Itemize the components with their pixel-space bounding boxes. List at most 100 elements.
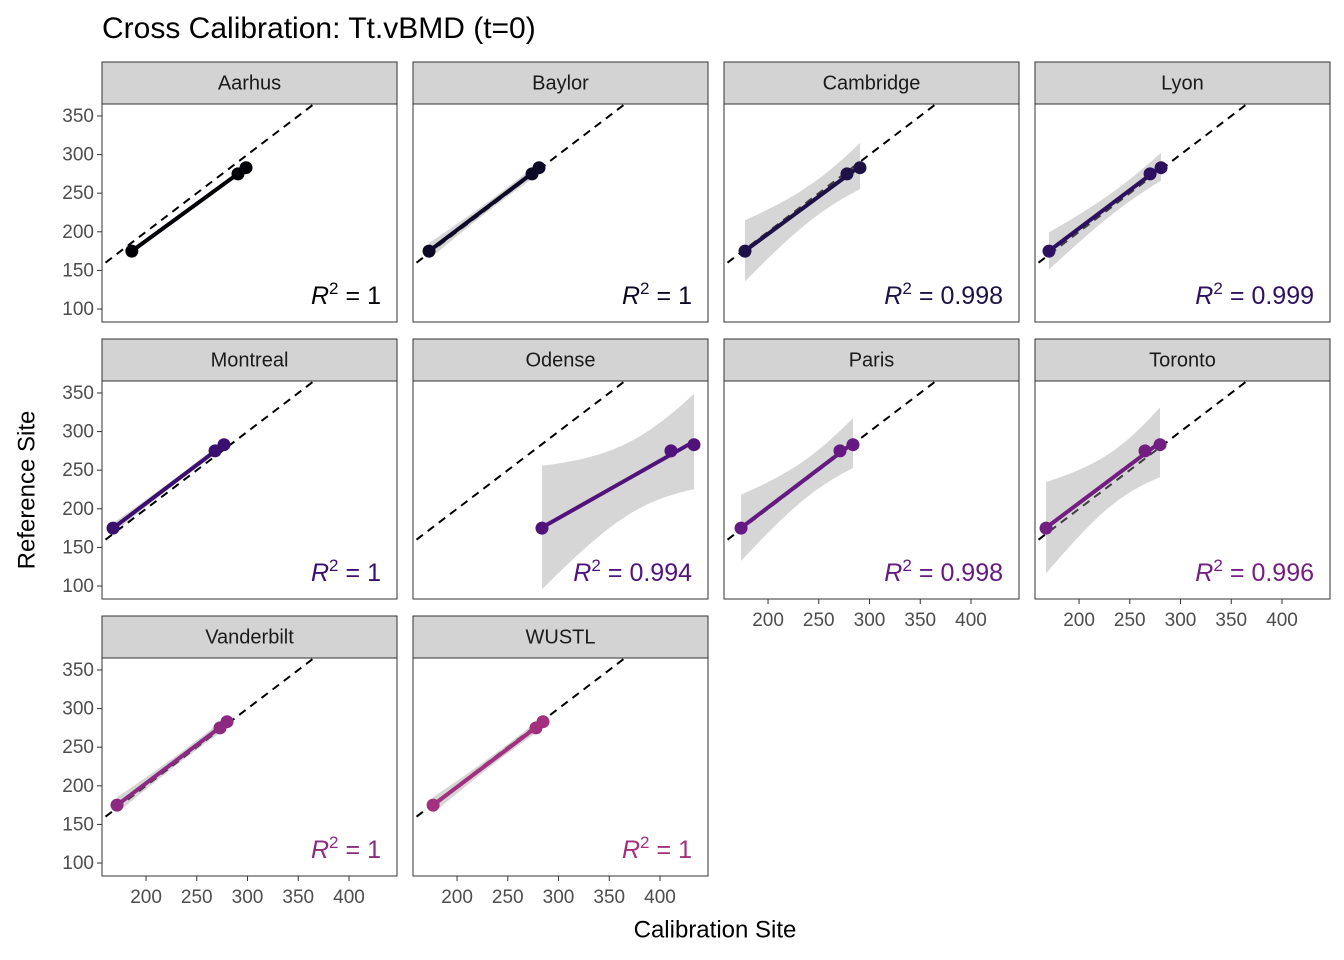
point [426, 798, 440, 812]
x-tick-label: 350 [1215, 610, 1247, 631]
panel [101, 103, 398, 323]
panel [412, 657, 709, 877]
point [536, 715, 550, 729]
fit-line [130, 166, 248, 253]
confidence-band [745, 143, 860, 282]
r2-symbol: R [311, 559, 329, 587]
point [738, 244, 752, 258]
r2-value: 1 [367, 282, 381, 310]
r2-value: 0.994 [629, 559, 692, 587]
r2-symbol: R [1195, 282, 1213, 310]
r2-power: 2 [329, 556, 338, 575]
point [734, 521, 748, 535]
point [1143, 167, 1157, 181]
r2-symbol: R [1195, 559, 1213, 587]
fit-line [739, 441, 855, 530]
point [1039, 521, 1053, 535]
fit-line [111, 442, 226, 530]
point [220, 715, 234, 729]
panel-content [413, 381, 701, 590]
r2-sign: = [656, 836, 671, 864]
facet-label: Paris [849, 349, 895, 371]
x-tick-label: 400 [1266, 610, 1298, 631]
r2-annotation: R2 = 0.998 [884, 279, 1003, 310]
facet-strip [412, 338, 709, 382]
point [846, 438, 860, 452]
r2-sign: = [345, 836, 360, 864]
fit-line [431, 720, 545, 807]
panel-content [724, 381, 937, 561]
panel-content [1035, 104, 1248, 270]
panel [723, 380, 1020, 600]
x-tick-label: 400 [333, 887, 365, 908]
panel [412, 103, 709, 323]
x-tick-label: 200 [130, 887, 162, 908]
facet-strip [412, 615, 709, 659]
point [853, 161, 867, 175]
r2-power: 2 [591, 556, 600, 575]
point [840, 167, 854, 181]
y-tick-label: 200 [62, 776, 94, 797]
r2-sign: = [345, 559, 360, 587]
panel [1034, 380, 1331, 600]
point [535, 521, 549, 535]
r2-value: 1 [678, 836, 692, 864]
point [664, 444, 678, 458]
confidence-band [741, 418, 853, 561]
fit-line [427, 166, 541, 253]
r2-symbol: R [884, 282, 902, 310]
point [125, 244, 139, 258]
x-tick-label: 200 [441, 887, 473, 908]
r2-annotation: R2 = 1 [311, 556, 381, 587]
r2-value: 0.996 [1251, 559, 1314, 587]
panel [101, 380, 398, 600]
r2-sign: = [345, 282, 360, 310]
r2-sign: = [656, 282, 671, 310]
r2-power: 2 [902, 556, 911, 575]
point [1042, 244, 1056, 258]
x-tick-label: 350 [282, 887, 314, 908]
r2-value: 1 [367, 559, 381, 587]
r2-annotation: R2 = 1 [311, 833, 381, 864]
point [110, 798, 124, 812]
panel [1034, 103, 1331, 323]
x-tick-label: 200 [1063, 610, 1095, 631]
facet-strip [101, 615, 398, 659]
x-tick-label: 250 [181, 887, 213, 908]
r2-symbol: R [573, 559, 591, 587]
r2-annotation: R2 = 1 [622, 279, 692, 310]
identity-line [102, 381, 315, 544]
facet-strip [101, 61, 398, 105]
point [1138, 444, 1152, 458]
y-tick-label: 350 [62, 106, 94, 127]
facet-label: Aarhus [218, 72, 281, 94]
r2-symbol: R [622, 836, 640, 864]
point [422, 244, 436, 258]
identity-line [724, 381, 937, 544]
x-tick-label: 250 [803, 610, 835, 631]
facet-label: Toronto [1149, 349, 1216, 371]
facet-strip [101, 338, 398, 382]
facet-label: Lyon [1161, 72, 1204, 94]
r2-annotation: R2 = 1 [311, 279, 381, 310]
r2-power: 2 [1213, 556, 1222, 575]
x-tick-label: 300 [1165, 610, 1197, 631]
panel-content [413, 658, 626, 821]
facet-label: WUSTL [526, 626, 596, 648]
x-tick-label: 400 [644, 887, 676, 908]
point [217, 438, 231, 452]
fit-line [1047, 165, 1163, 253]
r2-power: 2 [329, 833, 338, 852]
identity-line [1035, 104, 1248, 267]
x-tick-label: 300 [854, 610, 886, 631]
facet-label: Vanderbilt [205, 626, 294, 648]
point [106, 521, 120, 535]
identity-line [102, 658, 315, 821]
panel [101, 657, 398, 877]
panel-content [102, 104, 315, 267]
r2-value: 0.999 [1251, 282, 1314, 310]
facet-strip [1034, 338, 1331, 382]
x-tick-label: 400 [955, 610, 987, 631]
